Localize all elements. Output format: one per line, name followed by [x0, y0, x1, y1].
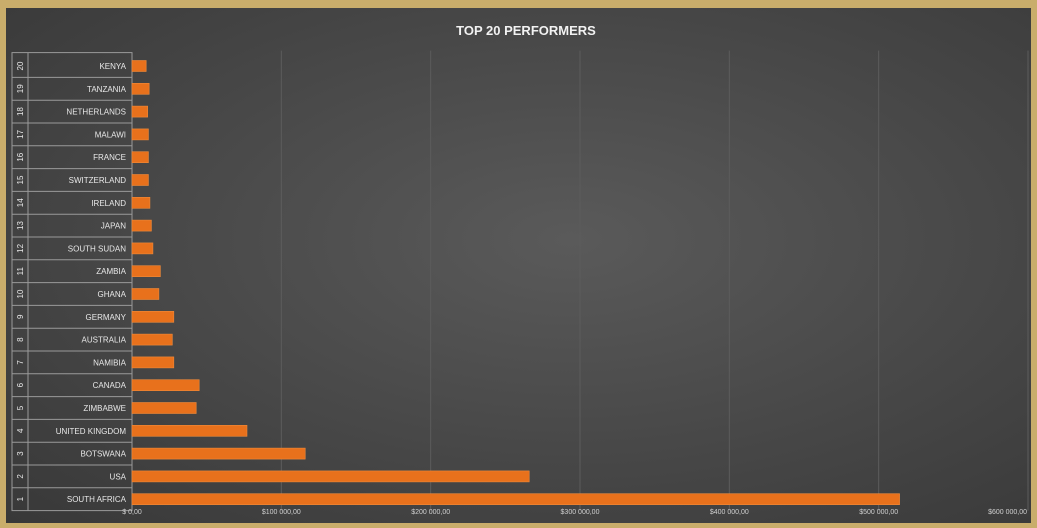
bar-zambia — [131, 265, 161, 278]
rank-label: 1 — [16, 496, 25, 501]
bar-germany — [131, 310, 175, 323]
category-label: GHANA — [98, 290, 127, 299]
rank-label: 8 — [16, 337, 25, 342]
bar-japan — [131, 219, 152, 232]
category-labels: SOUTH AFRICA 1 USA 2 BOTSWANA 3 UNITED KINGDOM… — [11, 52, 133, 512]
category-label: CANADA — [93, 381, 127, 390]
category-label: NAMIBIA — [93, 358, 127, 367]
category-label: JAPAN — [101, 222, 126, 231]
bar-south-sudan — [131, 242, 154, 255]
rank-label: 4 — [16, 428, 25, 433]
bar-ghana — [131, 288, 160, 300]
rank-label: 18 — [16, 107, 25, 116]
rank-label: 17 — [16, 129, 25, 138]
rank-label: 15 — [16, 175, 25, 184]
bar-chart: TOP 20 PERFORMERS SOUTH AFRICA 1 USA 2 BOTSW… — [11, 23, 1029, 516]
bar-canada — [131, 379, 200, 392]
chart-area: TOP 20 PERFORMERS SOUTH AFRICA 1 USA 2 BOTSW… — [6, 8, 1031, 523]
rank-label: 5 — [16, 405, 25, 410]
bar-usa — [131, 470, 530, 483]
category-label: AUSTRALIA — [82, 336, 127, 345]
rank-label: 3 — [16, 451, 25, 456]
bars — [131, 60, 900, 506]
bar-south-africa — [131, 493, 900, 506]
rank-label: 2 — [16, 474, 25, 479]
bar-australia — [131, 333, 173, 346]
rank-label: 19 — [16, 84, 25, 93]
category-label: MALAWI — [95, 130, 126, 139]
bar-kenya — [131, 60, 147, 72]
bar-united-kingdom — [131, 424, 248, 437]
category-label: ZIMBABWE — [83, 404, 126, 413]
x-tick-label: $100 000,00 — [262, 509, 301, 516]
x-tick-label: $300 000,00 — [561, 509, 600, 516]
category-label: GERMANY — [86, 313, 127, 322]
bar-france — [131, 151, 149, 163]
rank-label: 7 — [16, 360, 25, 365]
category-label: BOTSWANA — [81, 450, 127, 459]
category-label: SOUTH SUDAN — [68, 244, 126, 253]
rank-label: 12 — [16, 243, 25, 252]
rank-label: 13 — [16, 221, 25, 230]
rank-label: 10 — [16, 289, 25, 298]
label-table-border — [11, 52, 133, 512]
rank-label: 14 — [16, 198, 25, 207]
x-tick-label: $400 000,00 — [710, 509, 749, 516]
rank-label: 20 — [16, 61, 25, 70]
x-tick-label: $500 000,00 — [859, 509, 898, 516]
category-label: SWITZERLAND — [69, 176, 127, 185]
gridlines — [280, 50, 1029, 511]
bar-netherlands — [131, 105, 148, 118]
x-tick-label: $200 000,00 — [411, 509, 450, 516]
bar-malawi — [131, 128, 149, 141]
x-tick-label: $ 0,00 — [122, 509, 142, 516]
rank-label: 6 — [16, 382, 25, 387]
rank-label: 9 — [16, 314, 25, 319]
bar-botswana — [131, 447, 306, 460]
category-label: UNITED KINGDOM — [56, 427, 127, 436]
category-label: SOUTH AFRICA — [67, 495, 127, 504]
category-label: ZAMBIA — [96, 267, 126, 276]
category-label: TANZANIA — [87, 85, 127, 94]
bar-tanzania — [131, 83, 150, 95]
x-tick-label: $600 000,00 — [988, 509, 1027, 516]
x-axis-ticks: $ 0,00 $100 000,00 $200 000,00 $300 000,00 $… — [122, 509, 1027, 516]
chart-title: TOP 20 PERFORMERS — [456, 23, 596, 38]
bar-ireland — [131, 197, 151, 209]
rank-label: 16 — [16, 152, 25, 161]
category-label: FRANCE — [93, 153, 126, 162]
category-label: USA — [110, 472, 127, 481]
bar-switzerland — [131, 174, 149, 186]
bar-namibia — [131, 356, 175, 369]
category-label: IRELAND — [91, 199, 126, 208]
bar-zimbabwe — [131, 402, 197, 414]
category-label: NETHERLANDS — [66, 108, 126, 117]
category-label: KENYA — [99, 62, 126, 71]
rank-label: 11 — [16, 267, 25, 276]
